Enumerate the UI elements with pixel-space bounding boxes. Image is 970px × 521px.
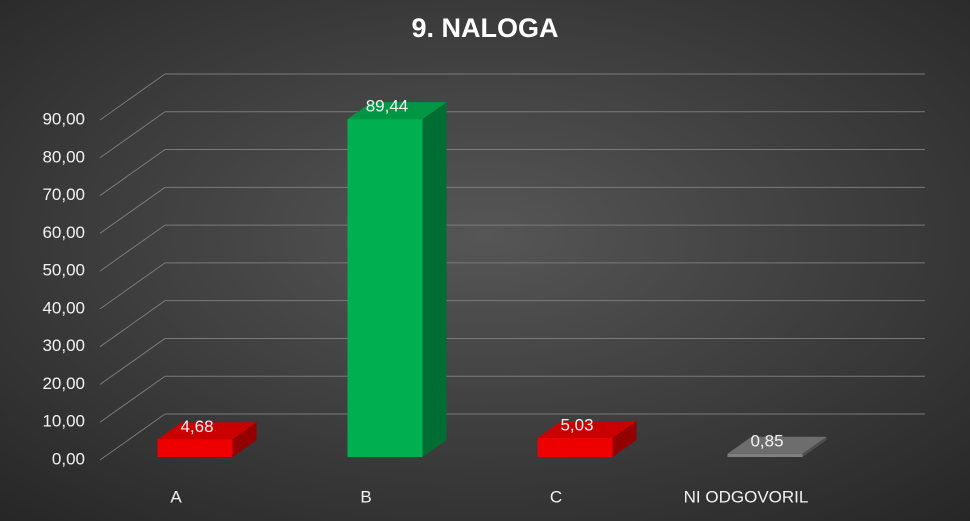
y-tick-label: 10,00 — [42, 412, 85, 431]
y-tick-label: 50,00 — [42, 261, 85, 280]
y-tick-label: 90,00 — [42, 109, 85, 128]
bar — [727, 453, 803, 457]
grid-line-side — [99, 149, 166, 196]
x-tick-label: B — [360, 487, 371, 506]
bar — [157, 439, 233, 457]
bar-side — [232, 422, 257, 457]
bar-top — [537, 420, 637, 438]
grid-line-side — [99, 224, 166, 272]
y-tick-label: 60,00 — [42, 223, 85, 242]
y-tick-label: 70,00 — [42, 185, 85, 204]
bar-side — [802, 436, 827, 457]
value-label: 4,68 — [180, 417, 213, 436]
grid-line-side — [99, 338, 166, 385]
y-tick-label: 30,00 — [42, 336, 85, 355]
y-tick-label: 40,00 — [42, 298, 85, 317]
x-tick-label: NI ODGOVORIL — [684, 487, 809, 506]
grid-line-side — [99, 186, 166, 234]
y-tick-label: 80,00 — [42, 147, 85, 166]
grid-line-side — [99, 73, 166, 121]
value-label: 89,44 — [366, 97, 409, 116]
bar — [537, 437, 613, 457]
value-label: 5,03 — [560, 415, 593, 434]
y-tick-label: 0,00 — [52, 449, 85, 468]
value-label: 0,85 — [750, 431, 783, 450]
bar-side — [612, 420, 637, 457]
bar-top — [727, 436, 827, 454]
bar-top — [347, 102, 447, 120]
bar-side — [422, 102, 447, 458]
grid-line-side — [99, 413, 166, 461]
y-tick-label: 20,00 — [42, 374, 85, 393]
x-tick-label: A — [170, 487, 182, 506]
bar-top — [157, 422, 257, 440]
grid-line-side — [99, 111, 166, 159]
grid-line-side — [99, 300, 166, 348]
bar — [347, 119, 423, 458]
grid-line-side — [99, 262, 166, 310]
grid-line-side — [99, 375, 166, 423]
chart-title: 9. NALOGA — [411, 13, 558, 43]
x-tick-label: C — [550, 487, 562, 506]
